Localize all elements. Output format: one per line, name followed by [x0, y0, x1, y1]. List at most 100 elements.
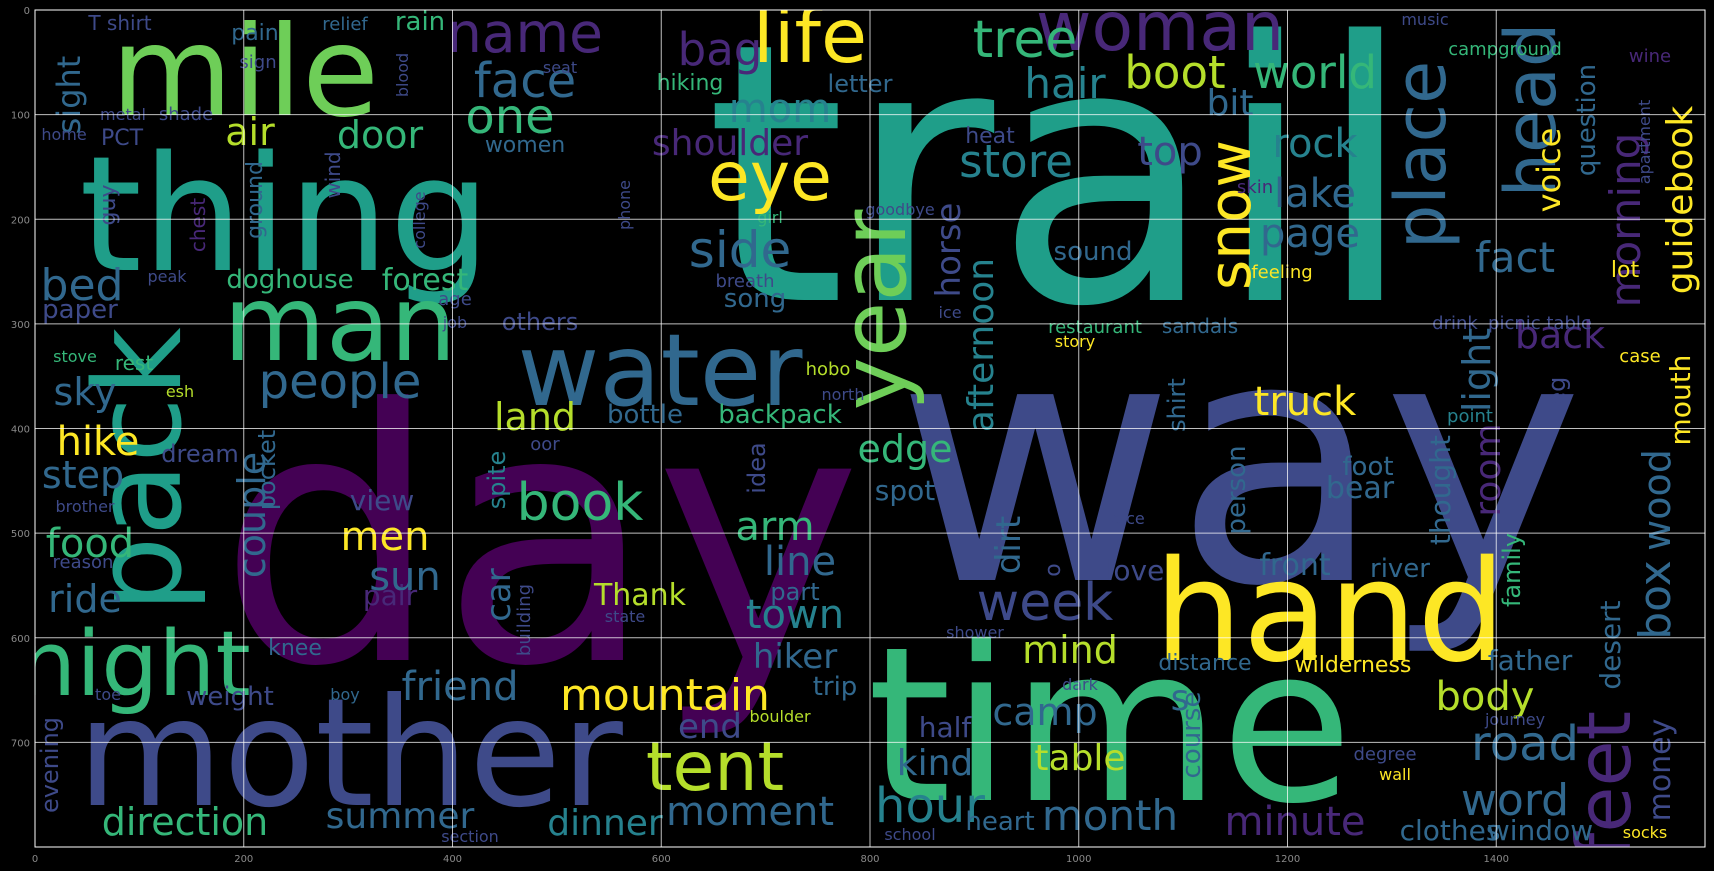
- cloud-word: end: [678, 707, 742, 747]
- cloud-word: camp: [992, 690, 1097, 734]
- y-tick-label: 700: [11, 738, 30, 749]
- cloud-word: college: [410, 191, 429, 248]
- cloud-word: reason: [53, 552, 114, 573]
- x-tick-label: 200: [234, 854, 253, 865]
- cloud-word: tree: [973, 10, 1078, 70]
- cloud-word: page: [1260, 211, 1360, 257]
- cloud-word: pocket: [253, 430, 281, 510]
- cloud-word: girl: [757, 208, 783, 227]
- cloud-word: bear: [1326, 471, 1395, 506]
- cloud-word: paper: [42, 295, 118, 325]
- cloud-word: sandals: [1162, 314, 1238, 338]
- cloud-word: horse: [929, 203, 969, 298]
- cloud-word: face: [474, 53, 576, 109]
- cloud-word: day: [218, 335, 862, 743]
- cloud-word: snow: [1196, 140, 1264, 290]
- cloud-word: shoulder: [652, 123, 808, 164]
- cloud-word: eye: [708, 138, 832, 217]
- cloud-word: spite: [483, 451, 511, 510]
- cloud-word: town: [746, 592, 844, 638]
- cloud-word: top: [1137, 129, 1203, 175]
- cloud-word: letter: [828, 70, 893, 98]
- cloud-word: socks: [1623, 823, 1668, 842]
- y-axis-ticks: 0 100 200 300 400 500 600 700: [11, 6, 30, 749]
- cloud-word: desert: [1594, 600, 1627, 689]
- cloud-word: wine: [1629, 46, 1671, 67]
- cloud-word: feet: [1560, 711, 1648, 859]
- cloud-word: year: [822, 210, 927, 411]
- y-tick-label: 600: [11, 634, 30, 645]
- cloud-word: line: [764, 539, 836, 585]
- cloud-word: word: [1461, 775, 1569, 826]
- cloud-word: father: [1488, 644, 1573, 677]
- cloud-word: time: [867, 600, 1353, 851]
- cloud-word: truck: [1254, 379, 1357, 425]
- cloud-word: fact: [1475, 233, 1555, 282]
- cloud-word: sound: [1054, 237, 1133, 267]
- cloud-word: moment: [666, 789, 834, 835]
- cloud-word: dream: [161, 440, 238, 468]
- cloud-word: toe: [95, 685, 121, 704]
- cloud-word: case: [1619, 346, 1660, 367]
- cloud-word: tent: [646, 728, 784, 807]
- cloud-word: blood: [393, 53, 412, 97]
- cloud-word: home: [41, 125, 86, 144]
- x-axis-ticks: 0 200 400 600 800 1000 1200 1400: [32, 854, 1509, 865]
- cloud-word: wall: [1379, 765, 1411, 784]
- cloud-word: apartment: [1635, 100, 1654, 184]
- cloud-word: age: [438, 289, 472, 310]
- cloud-word: boot: [1124, 46, 1225, 99]
- cloud-word: view: [350, 484, 414, 517]
- x-tick-label: 1000: [1066, 854, 1091, 865]
- cloud-word: wilderness: [1295, 653, 1412, 678]
- cloud-word: wind: [321, 151, 345, 198]
- cloud-word: north: [822, 385, 865, 404]
- cloud-word: body: [1436, 674, 1535, 720]
- plot-border: [34, 9, 1706, 848]
- cloud-word: air: [225, 110, 275, 154]
- cloud-word: half: [919, 711, 973, 744]
- cloud-word: door: [337, 113, 424, 157]
- cloud-word: peak: [147, 267, 187, 286]
- cloud-word: restaurant: [1048, 317, 1142, 338]
- cloud-word: mother: [77, 667, 623, 841]
- cloud-word: chest: [186, 198, 210, 252]
- cloud-word: name: [447, 1, 603, 65]
- x-tick-label: 600: [652, 854, 671, 865]
- cloud-word: goodbye: [865, 200, 934, 219]
- cloud-word: distance: [1158, 651, 1251, 676]
- cloud-word: head: [1490, 23, 1572, 198]
- cloud-word: brother: [55, 497, 114, 516]
- cloud-word: mom: [729, 86, 831, 132]
- cloud-word: forest: [382, 263, 469, 298]
- cloud-word: esh: [166, 382, 194, 401]
- grid-lines: [35, 10, 1705, 847]
- cloud-word: place: [1380, 61, 1462, 249]
- cloud-word: leg: [1543, 377, 1571, 414]
- cloud-word: night: [19, 612, 251, 717]
- cloud-word: family: [1498, 533, 1526, 607]
- cloud-word: table: [1034, 738, 1125, 779]
- cloud-word: sign: [239, 52, 276, 73]
- cloud-word: clothes: [1400, 814, 1501, 847]
- cloud-word: side: [689, 221, 791, 279]
- cloud-word: car: [479, 568, 519, 622]
- cloud-word: mouth: [1664, 355, 1697, 446]
- cloud-word: arm: [735, 504, 814, 550]
- cloud-word: school: [884, 825, 935, 844]
- cloud-word: stove: [53, 347, 97, 366]
- cloud-word: sky: [54, 370, 117, 414]
- cloud-word: life: [753, 0, 867, 80]
- cloud-word: sight: [50, 56, 88, 135]
- y-tick-label: 0: [24, 6, 30, 17]
- cloud-word: trail: [705, 0, 1415, 385]
- cloud-word: week: [977, 573, 1114, 633]
- x-tick-label: 0: [32, 854, 38, 865]
- cloud-word: boulder: [749, 707, 811, 726]
- cloud-word: rest: [115, 351, 154, 375]
- cloud-word: weight: [186, 682, 274, 712]
- cloud-word: woman: [1036, 0, 1284, 67]
- cloud-word: part: [770, 578, 819, 606]
- cloud-word: box: [1630, 560, 1681, 640]
